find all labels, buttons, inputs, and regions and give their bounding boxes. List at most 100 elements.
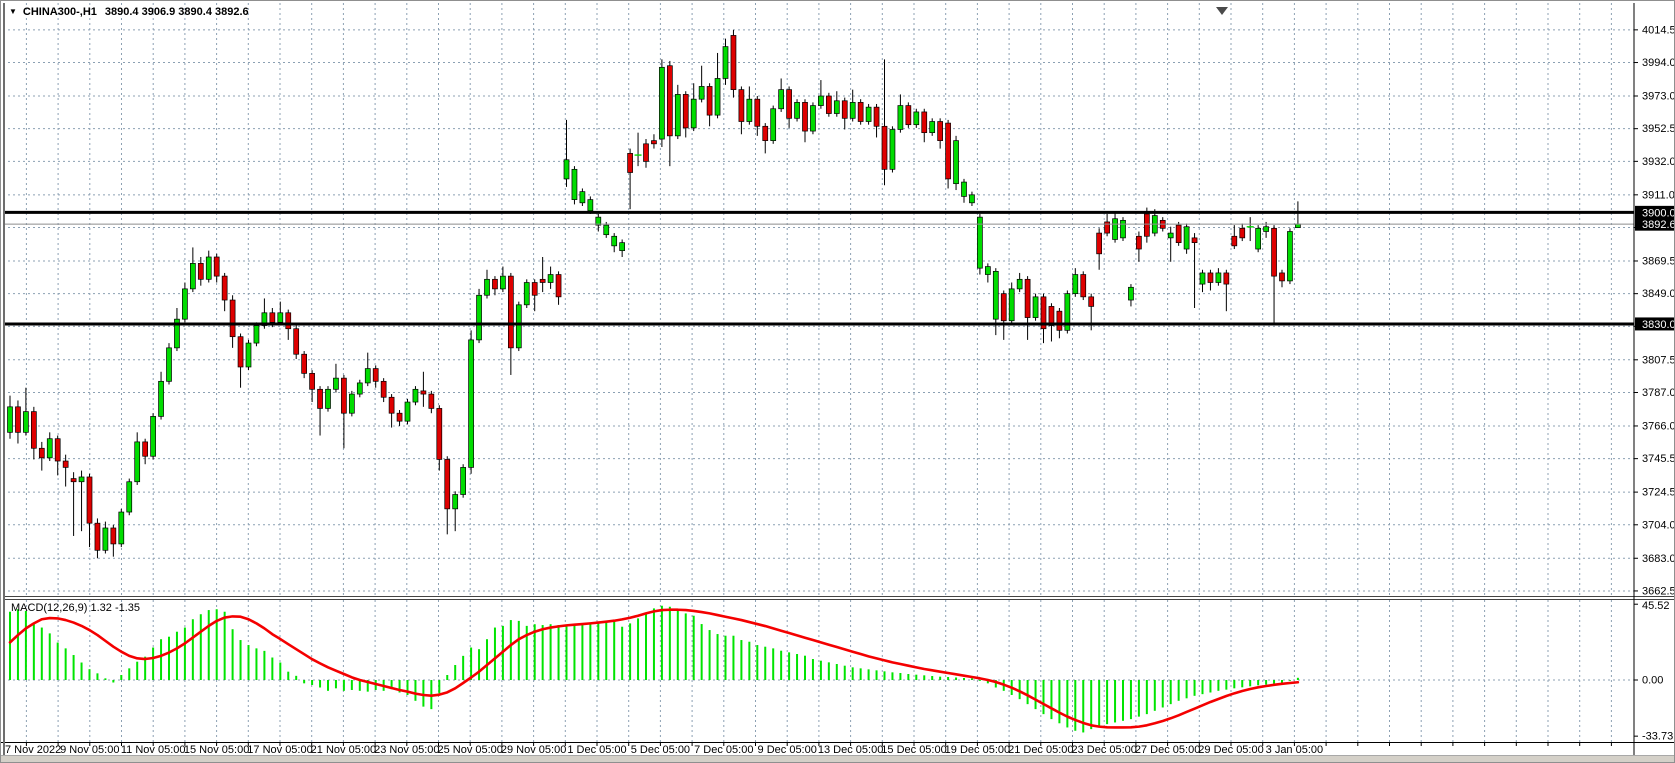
macd-histogram-bar <box>390 680 393 690</box>
candle-body <box>388 396 395 414</box>
price-axis-label: 3911.0 <box>1642 189 1675 201</box>
macd-histogram-bar <box>1281 680 1283 683</box>
candle-body <box>1064 293 1071 331</box>
macd-histogram-bar <box>851 667 854 680</box>
candle-body <box>197 263 204 280</box>
candle-body <box>794 102 800 119</box>
macd-histogram-bar <box>1153 680 1156 711</box>
macd-histogram-bar <box>16 609 19 680</box>
candle-body <box>1112 218 1118 240</box>
macd-indicator-label: MACD(12,26,9) 1.32 -1.35 <box>11 602 140 614</box>
time-axis-label: 21 Nov 05:00 <box>311 744 376 756</box>
chart-shift-marker <box>1216 7 1228 15</box>
candle-body <box>1143 213 1150 237</box>
macd-values: 1.32 -1.35 <box>90 602 141 614</box>
candle-body <box>818 95 824 106</box>
candle-body <box>492 278 498 290</box>
symbol-dropdown-icon[interactable]: ▼ <box>9 7 17 16</box>
time-axis-label: 23 Dec 05:00 <box>1071 744 1136 756</box>
candle-body <box>102 527 109 551</box>
macd-histogram-bar <box>923 675 926 680</box>
macd-histogram-bar <box>406 680 409 695</box>
macd-histogram-bar <box>1122 680 1124 721</box>
macd-histogram-bar <box>1217 680 1220 691</box>
candle-body <box>182 288 188 320</box>
macd-histogram-bar <box>509 620 512 680</box>
candle-body <box>1096 232 1103 255</box>
macd-histogram-bar <box>597 621 600 680</box>
candle-body <box>1080 274 1087 298</box>
candle-body <box>221 275 228 301</box>
macd-histogram-bar <box>334 680 337 689</box>
macd-histogram-bar <box>1233 680 1236 689</box>
macd-signal-line <box>8 608 1300 729</box>
price-axis-label: 3724.5 <box>1642 487 1675 499</box>
ohlc-values: 3890.4 3906.9 3890.4 3892.6 <box>104 6 249 18</box>
macd-histogram-bar <box>168 636 170 680</box>
candle-body <box>1136 235 1142 250</box>
candle-body <box>78 476 85 483</box>
candle-body <box>508 275 514 349</box>
macd-histogram-bar <box>883 671 886 680</box>
macd-histogram-bar <box>120 675 123 680</box>
macd-histogram-bar <box>247 645 250 680</box>
candle-body <box>778 89 785 110</box>
candle-body <box>953 140 959 185</box>
candle-body <box>714 78 721 116</box>
price-axis-label: 3683.0 <box>1642 553 1675 565</box>
candle-body <box>349 393 355 414</box>
candle-body <box>452 494 459 510</box>
macd-histogram-bar <box>72 655 75 680</box>
macd-histogram-bar <box>660 605 663 680</box>
candle-body <box>754 98 761 127</box>
macd-histogram-bar <box>676 609 679 680</box>
macd-histogram-bar <box>629 623 632 680</box>
candle-body <box>1024 278 1031 318</box>
macd-histogram-bar <box>724 635 727 680</box>
candle-body <box>134 441 141 483</box>
candle-body <box>396 412 403 422</box>
macd-histogram-bar <box>692 615 695 680</box>
macd-histogram-bar <box>1074 680 1077 731</box>
macd-histogram-bar <box>994 680 997 688</box>
price-axis-label: 3932.0 <box>1642 156 1675 168</box>
candle-body <box>62 460 69 468</box>
macd-histogram-bar <box>740 640 743 680</box>
candle-body <box>603 224 610 236</box>
macd-histogram-bar <box>756 645 759 680</box>
candle-body <box>595 216 602 226</box>
macd-histogram-bar <box>875 670 878 680</box>
macd-histogram-bar <box>533 624 536 680</box>
time-axis-label: 9 Dec 05:00 <box>758 744 817 756</box>
candle-body <box>857 102 864 122</box>
candle-body <box>659 66 665 140</box>
candle-body <box>531 282 538 296</box>
macd-histogram-bar <box>804 655 806 680</box>
candle-body <box>86 476 93 524</box>
macd-histogram-bar <box>589 622 592 680</box>
time-axis-label: 15 Dec 05:00 <box>881 744 946 756</box>
candle-doji <box>1246 226 1254 228</box>
candle-body <box>833 100 840 114</box>
macd-histogram-bar <box>684 613 687 680</box>
candle-body <box>1255 227 1262 250</box>
macd-histogram-bar <box>112 680 115 683</box>
candle-body <box>420 390 427 395</box>
macd-histogram-bar <box>668 606 671 680</box>
macd-histogram-bar <box>486 639 488 680</box>
macd-histogram-bar <box>605 620 608 680</box>
candle-body <box>1104 221 1110 234</box>
candle-body <box>674 94 681 137</box>
macd-histogram-bar <box>1082 680 1085 733</box>
candle-body <box>873 106 880 127</box>
candle-body <box>444 459 451 510</box>
candle-body <box>651 140 657 145</box>
macd-histogram-bar <box>160 639 163 680</box>
candle-body <box>802 102 808 132</box>
time-axis-label: 7 Dec 05:00 <box>694 744 753 756</box>
macd-histogram-bar <box>1106 680 1109 725</box>
candle-body <box>905 105 912 126</box>
macd-histogram-bar <box>963 678 965 680</box>
